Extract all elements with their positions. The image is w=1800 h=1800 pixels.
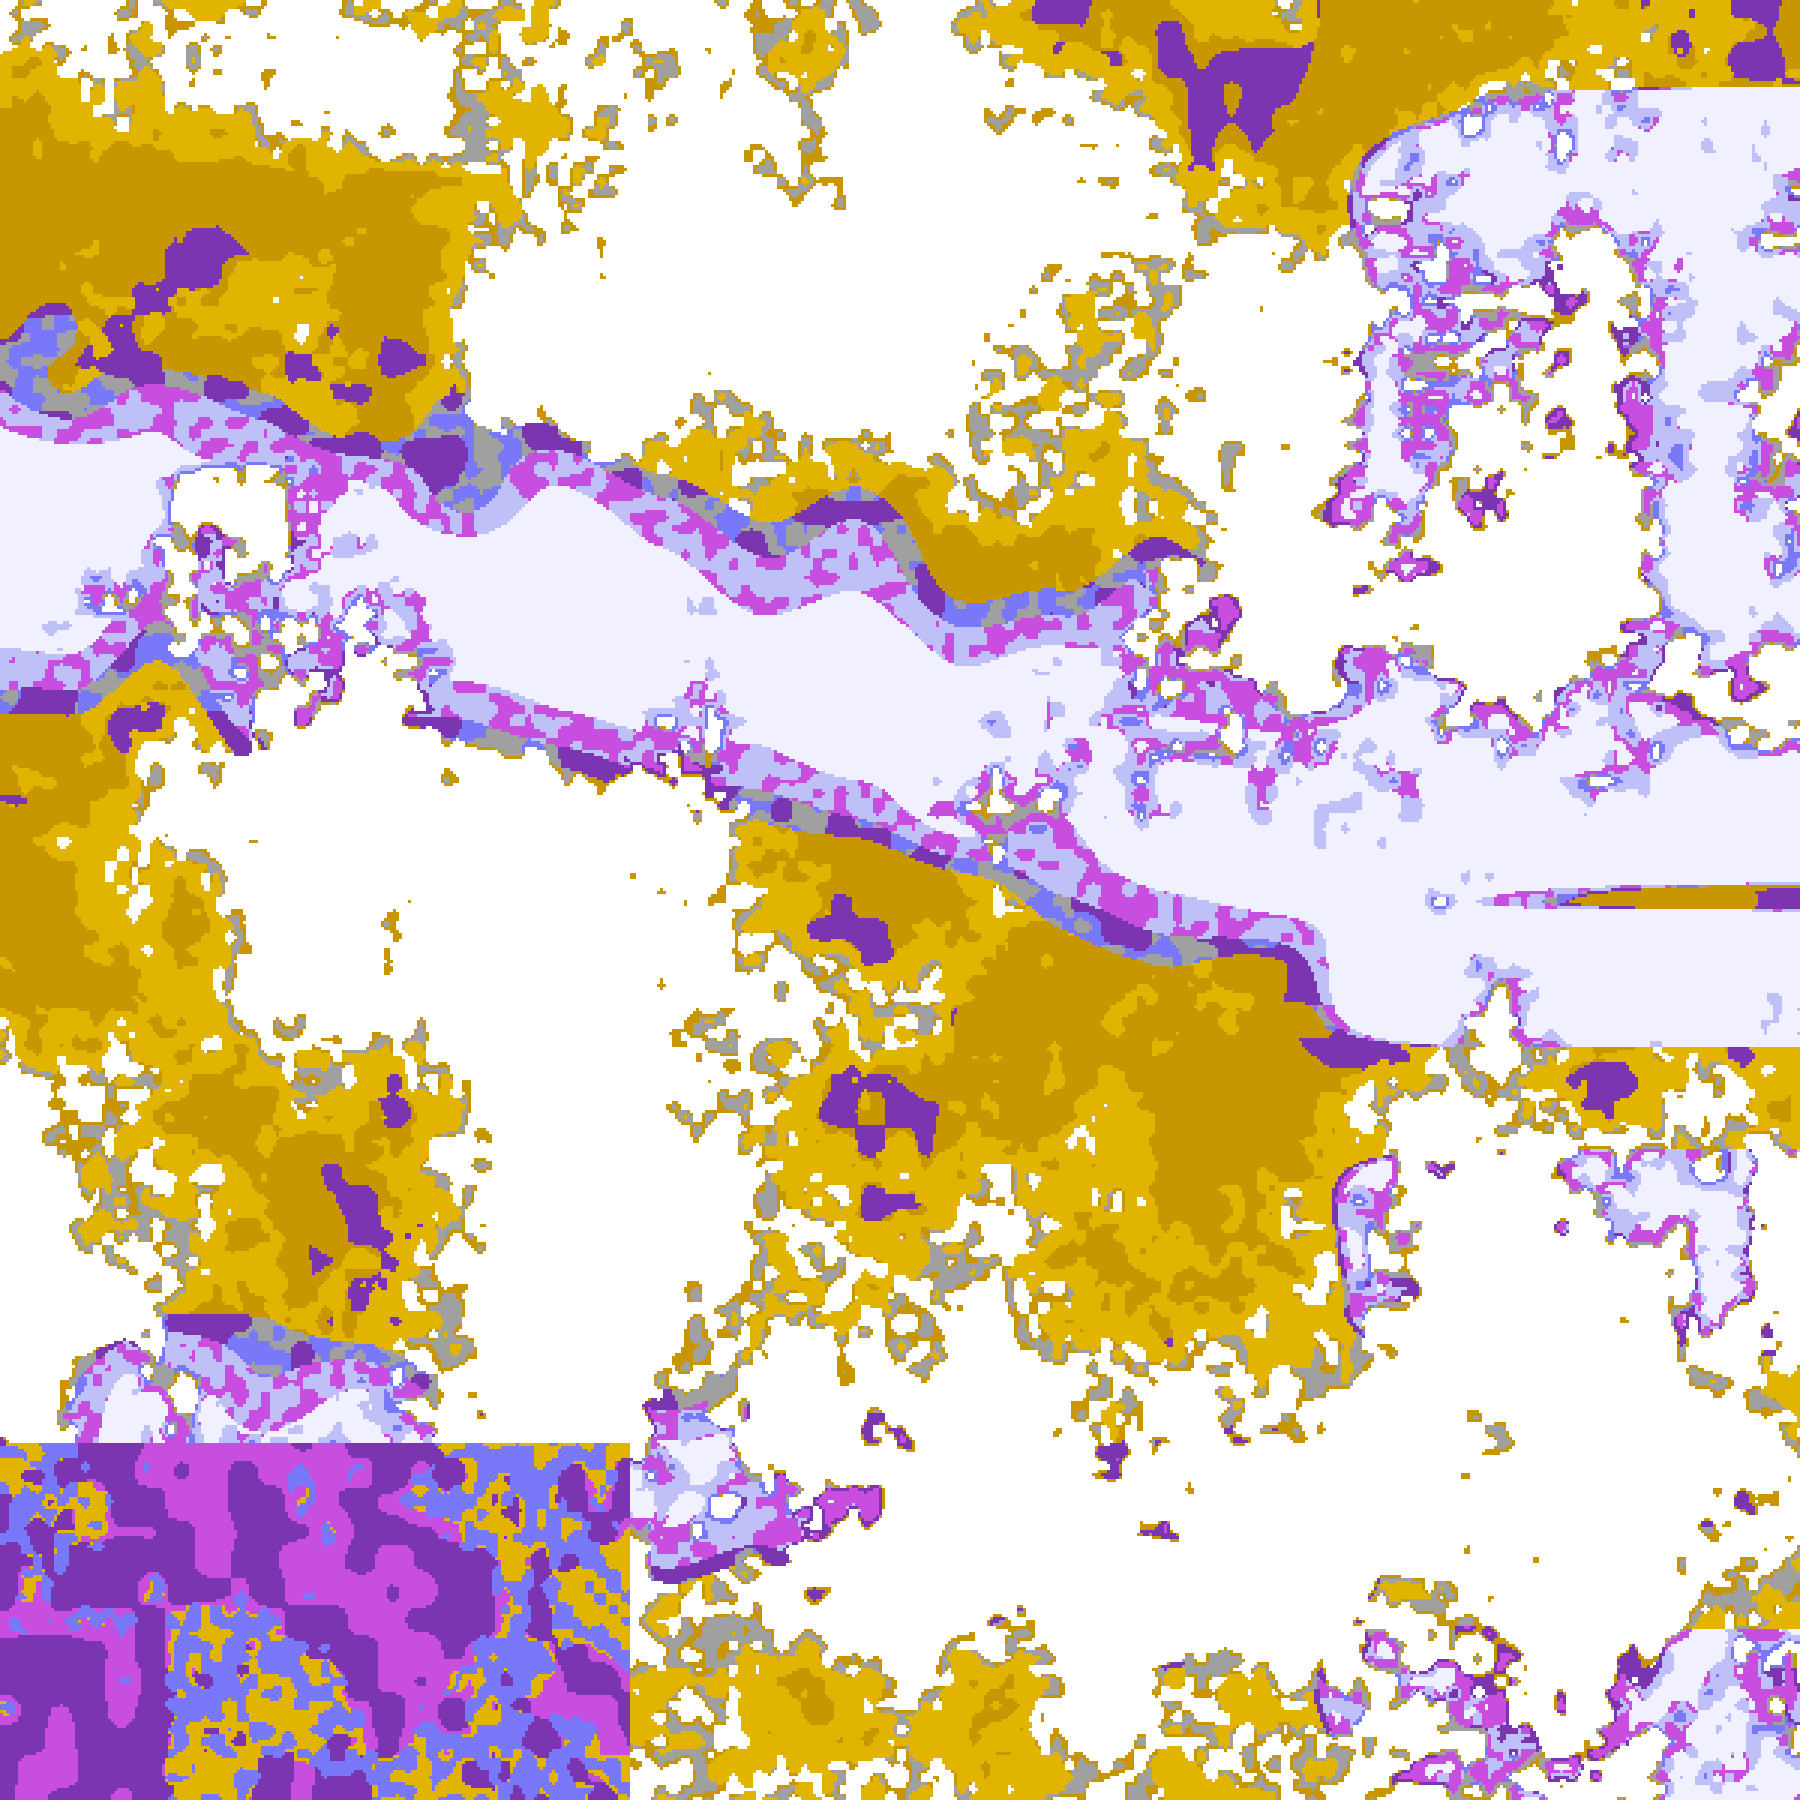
classified-satellite-map	[0, 0, 1800, 1800]
map-raster	[0, 0, 1800, 1800]
